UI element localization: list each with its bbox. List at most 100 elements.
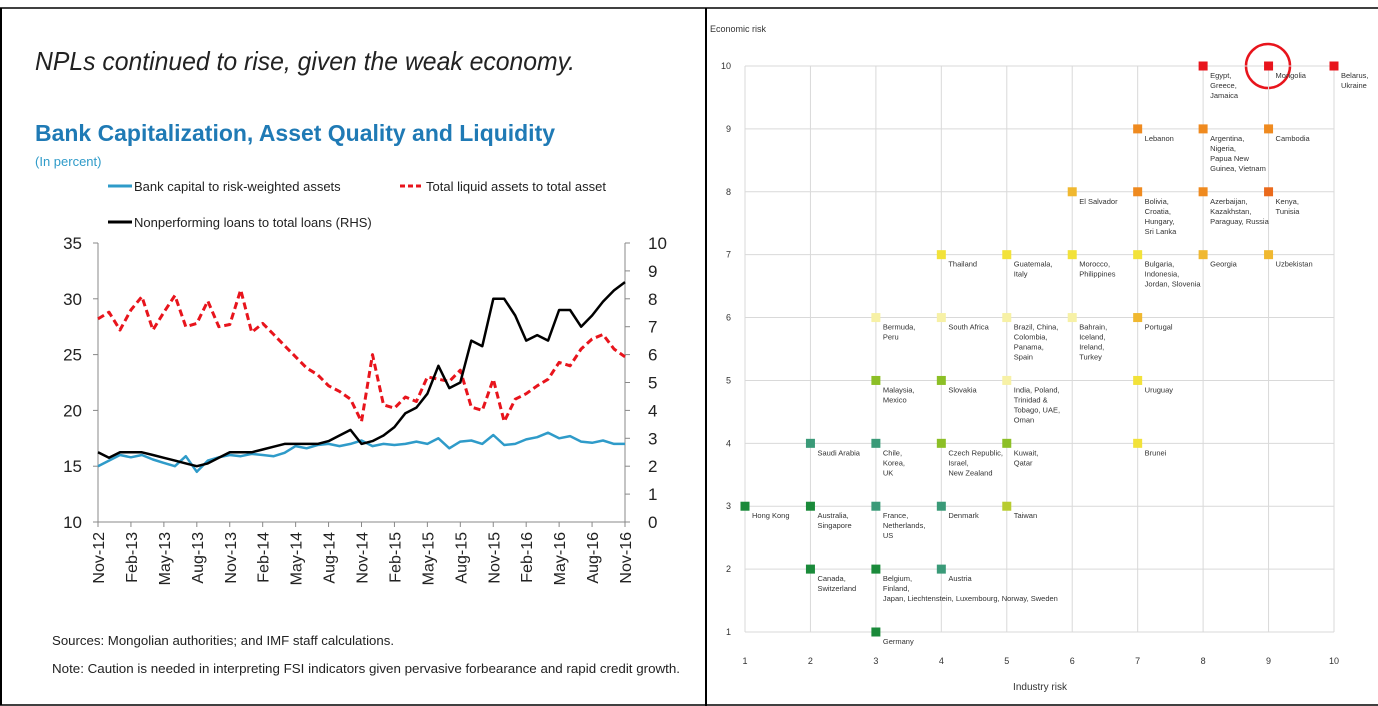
point-label: Austria (948, 574, 972, 583)
point-label: France, Netherlands, US (883, 511, 926, 540)
x-tick-label: Nov-15 (486, 532, 503, 584)
y-tick-label: 30 (63, 290, 82, 309)
y2-tick-label: 2 (648, 457, 657, 476)
x-tick-label: May-13 (157, 532, 174, 585)
point-label: Belgium, Finland, Japan, Liechtenstein, Lu… (883, 574, 1058, 603)
point-label-line: France, (883, 511, 908, 520)
point-label-line: Guinea, Vietnam (1210, 164, 1266, 173)
point-label-line: Argentina, (1210, 134, 1244, 143)
point-label-line: Hungary, (1145, 217, 1175, 226)
point-label: Brazil, China, Colombia, Panama, Spain (1014, 323, 1059, 362)
point-label-line: Oman (1014, 415, 1034, 424)
point-label-line: Cambodia (1276, 134, 1311, 143)
point-label: Bulgaria, Indonesia, Jordan, Slovenia (1145, 260, 1202, 289)
y-tick-label: 2 (726, 564, 731, 574)
point-label: Morocco, Philippines (1079, 260, 1116, 279)
point-label: Georgia (1210, 260, 1238, 269)
point (871, 627, 881, 637)
series-line (97, 431, 625, 474)
x-tick-label: 8 (1201, 656, 1206, 666)
point (871, 501, 881, 511)
point-label: Kenya, Tunisia (1276, 197, 1301, 216)
point-label-line: Bolivia, (1145, 197, 1169, 206)
point-label-line: UK (883, 468, 893, 477)
series-line (97, 281, 626, 468)
y-tick-label: 5 (726, 375, 731, 385)
x-tick-label: 1 (742, 656, 747, 666)
point (871, 313, 881, 323)
point (1133, 313, 1143, 323)
y2-tick-label: 8 (648, 290, 657, 309)
point-label-line: Turkey (1079, 353, 1102, 362)
y-tick-label: 15 (63, 457, 82, 476)
point-label: Mongolia (1276, 71, 1307, 80)
point (1264, 61, 1274, 71)
point-label-line: Trinidad & (1014, 395, 1048, 404)
point-label: Hong Kong (752, 511, 790, 520)
point-label-line: Denmark (948, 511, 979, 520)
x-tick-label: May-15 (420, 532, 437, 585)
point-label-line: Thailand (948, 260, 977, 269)
y2-tick-label: 6 (648, 346, 657, 365)
point-label-line: Iceland, (1079, 333, 1105, 342)
x-tick-label: 9 (1266, 656, 1271, 666)
point-label-line: Canada, (817, 574, 845, 583)
point (1067, 250, 1077, 260)
point-label-line: Indonesia, (1145, 270, 1180, 279)
point-label: Australia, Singapore (817, 511, 851, 530)
point (1002, 375, 1012, 385)
point-label-line: Bulgaria, (1145, 260, 1175, 269)
point-label: Germany (883, 637, 914, 646)
y-tick-label: 1 (726, 627, 731, 637)
point (1002, 501, 1012, 511)
point-label-line: El Salvador (1079, 197, 1118, 206)
x-tick-label: 10 (1329, 656, 1339, 666)
point-label-line: Belgium, (883, 574, 912, 583)
point (1264, 124, 1274, 134)
point-label-line: Brazil, China, (1014, 323, 1059, 332)
point-label-line: Hong Kong (752, 511, 790, 520)
point-label: Czech Republic, Israel, New Zealand (948, 448, 1003, 477)
x-tick-label: Aug-14 (322, 532, 339, 584)
point-label-line: Bermuda, (883, 323, 916, 332)
point-label-line: Israel, (948, 458, 968, 467)
point-label: Saudi Arabia (817, 448, 860, 457)
point-label-line: Nigeria, (1210, 144, 1236, 153)
point (1264, 250, 1274, 260)
y2-tick-label: 7 (648, 318, 657, 337)
point (936, 250, 946, 260)
point (1133, 124, 1143, 134)
x-tick-label: May-16 (552, 532, 569, 585)
point-label-line: US (883, 531, 893, 540)
point (1198, 124, 1208, 134)
point-label-line: Brunei (1145, 448, 1167, 457)
legend-label: Total liquid assets to total asset (426, 179, 606, 194)
y2-tick-label: 10 (648, 234, 667, 253)
point-label: Belarus, Ukraine (1341, 71, 1369, 90)
point-label-line: Tobago, UAE, (1014, 405, 1060, 414)
y2-tick-label: 9 (648, 262, 657, 281)
point (1002, 313, 1012, 323)
y-tick-label: 20 (63, 401, 82, 420)
point-label: Denmark (948, 511, 979, 520)
point-label-line: Greece, (1210, 81, 1237, 90)
point-label-line: Slovakia (948, 385, 977, 394)
point-label-line: Ireland, (1079, 343, 1104, 352)
point-label-line: Tunisia (1276, 207, 1301, 216)
point-label: South Africa (948, 323, 989, 332)
point-label-line: Taiwan (1014, 511, 1037, 520)
y2-tick-label: 5 (648, 374, 657, 393)
point-label-line: Netherlands, (883, 521, 926, 530)
x-tick-label: Nov-13 (223, 532, 240, 584)
point-label: Egypt, Greece, Jamaica (1210, 71, 1239, 100)
point-label-line: Egypt, (1210, 71, 1231, 80)
point (1198, 61, 1208, 71)
point-label-line: Jordan, Slovenia (1145, 280, 1202, 289)
point (1133, 250, 1143, 260)
point (1329, 61, 1339, 71)
point-label-line: Switzerland (817, 584, 856, 593)
point-label-line: Qatar (1014, 458, 1033, 467)
point (805, 564, 815, 574)
point (1264, 187, 1274, 197)
